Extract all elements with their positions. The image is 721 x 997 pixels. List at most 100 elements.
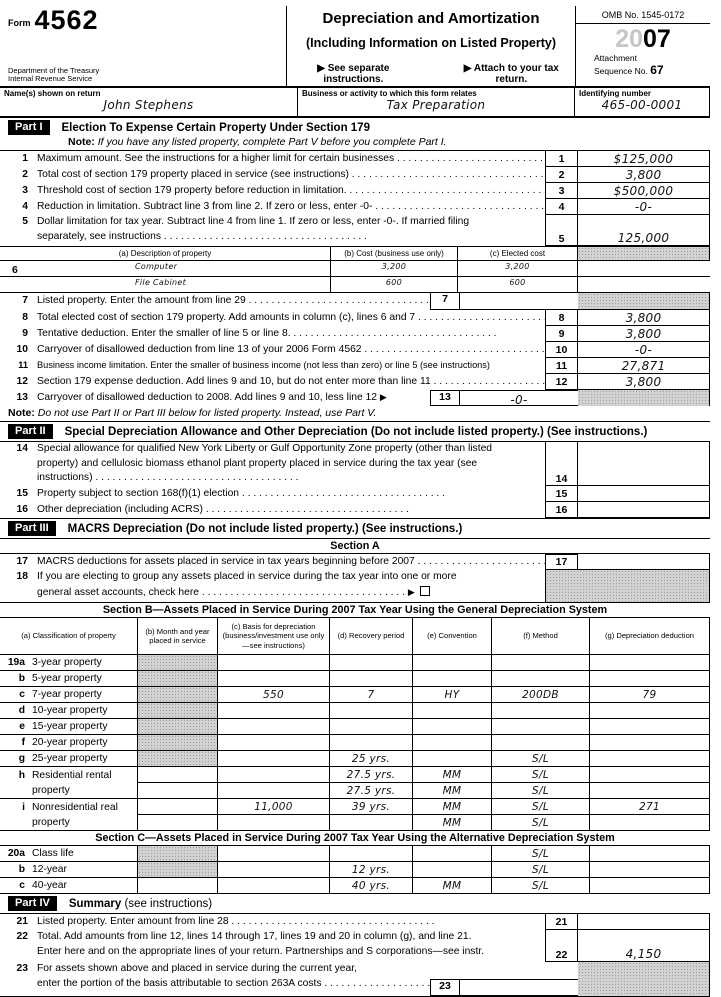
col-a-header: (a) Classification of property: [0, 618, 138, 654]
line-17-label: MACRS deductions for assets placed in se…: [37, 556, 545, 567]
form-id-block: Form 4562 Department of the Treasury Int…: [0, 6, 287, 86]
line-18-label-1: If you are electing to group any assets …: [37, 571, 457, 582]
property-cost[interactable]: 3,200: [330, 257, 457, 276]
form-word: Form: [8, 18, 31, 29]
tax-year: 2007: [615, 25, 671, 53]
part4-badge: Part IV: [8, 896, 57, 911]
line-2-value[interactable]: 3,800: [578, 167, 710, 183]
line-2-label: Total cost of section 179 property place…: [37, 169, 545, 180]
line-4-row: 4 Reduction in limitation. Subtract line …: [0, 199, 710, 215]
line-18-label-2: general asset accounts, check here ▶: [8, 585, 545, 601]
line-7-numbox: 7: [430, 293, 460, 310]
col-a-header: (a) Description of property: [118, 249, 212, 258]
shaded-area: [578, 247, 710, 260]
line-10-label: Carryover of disallowed deduction from l…: [37, 344, 545, 355]
identifying-number-label: Identifying number: [579, 89, 651, 98]
property-description[interactable]: Computer: [135, 262, 178, 271]
part3-heading: Part III MACRS Depreciation (Do not incl…: [0, 518, 710, 539]
omb-number: OMB No. 1545-0172: [576, 6, 710, 24]
line-14-label-1: Special allowance for qualified New York…: [37, 443, 493, 454]
line-14-value[interactable]: [578, 442, 710, 486]
table-row-19c: c 7-year property 550 7 HY 200DB 79: [0, 687, 710, 703]
form-title-block: Depreciation and Amortization (Including…: [287, 6, 575, 86]
line-14-row: 14 Special allowance for qualified New Yo…: [0, 442, 710, 486]
line-5-value[interactable]: 125,000: [578, 215, 710, 246]
shaded-cell: [138, 751, 218, 766]
property-cost[interactable]: 600: [330, 273, 457, 292]
business-field[interactable]: Tax Preparation: [386, 98, 486, 112]
line-17-numbox: 17: [545, 554, 578, 570]
line-22-value[interactable]: 4,150: [578, 930, 710, 962]
form-title: Depreciation and Amortization: [322, 10, 540, 27]
line-2-numbox: 2: [545, 167, 578, 183]
part2-title: Special Depreciation Allowance and Other…: [64, 425, 648, 438]
line-9-row: 9 Tentative deduction. Enter the smaller …: [0, 326, 710, 342]
form-number: 4562: [34, 5, 99, 35]
line-21-row: 21 Listed property. Enter amount from lin…: [0, 914, 710, 930]
business-label: Business or activity to which this form …: [302, 89, 477, 98]
line-16-label: Other depreciation (including ACRS): [37, 504, 409, 515]
line-15-numbox: 15: [545, 486, 578, 502]
shaded-cell: [138, 703, 218, 718]
line-15-label: Property subject to section 168(f)(1) el…: [37, 488, 445, 499]
arrow-icon: ▶: [407, 586, 415, 597]
line-16-value[interactable]: [578, 502, 710, 518]
part1-heading: Part I Election To Expense Certain Prope…: [0, 118, 710, 135]
line-4-value[interactable]: -0-: [578, 199, 710, 215]
line-13-row: 13 Carryover of disallowed deduction to 2…: [0, 390, 710, 407]
table-row-19g: g 25-year property 25 yrs. S/L: [0, 751, 710, 767]
line-11-numbox: 11: [545, 358, 578, 374]
line-12-numbox: 12: [545, 374, 578, 390]
identifying-number-field[interactable]: 465-00-0001: [601, 98, 683, 112]
line-13-value[interactable]: -0-: [460, 390, 578, 407]
shaded-cell: [138, 655, 218, 670]
property-description[interactable]: File Cabinet: [135, 278, 187, 287]
line-1-row: 1 Maximum amount. See the instructions fo…: [0, 151, 710, 167]
line-23-label-2: enter the portion of the basis attributa…: [8, 977, 430, 992]
table-row-19h-1: h Residential rental 27.5 yrs. MM S/L: [0, 767, 710, 783]
shaded-cell: [138, 735, 218, 750]
col-c-header: (c) Basis for depreciation (business/inv…: [218, 618, 330, 654]
line-23-value[interactable]: [460, 979, 578, 996]
line-21-value[interactable]: [578, 914, 710, 930]
name-field[interactable]: John Stephens: [103, 98, 194, 112]
line-12-value[interactable]: 3,800: [578, 374, 710, 390]
line-5-label-2: separately, see instructions: [8, 230, 545, 245]
table-row-19h-2: property 27.5 yrs. MM S/L: [0, 783, 710, 799]
line-15-value[interactable]: [578, 486, 710, 502]
form-header: Form 4562 Department of the Treasury Int…: [0, 6, 710, 88]
line-10-row: 10 Carryover of disallowed deduction from…: [0, 342, 710, 358]
line-4-label: Reduction in limitation. Subtract line 3…: [37, 201, 545, 212]
group-assets-checkbox[interactable]: [419, 585, 430, 596]
part3-badge: Part III: [8, 521, 56, 536]
line-1-value[interactable]: $125,000: [578, 151, 710, 167]
line-5-label-1: Dollar limitation for tax year. Subtract…: [37, 216, 470, 227]
line-14-label-3: instructions): [8, 471, 545, 486]
line-8-value[interactable]: 3,800: [578, 310, 710, 326]
line-17-value[interactable]: [578, 554, 710, 570]
line-21-numbox: 21: [545, 914, 578, 930]
section-b-heading: Section B—Assets Placed in Service Durin…: [0, 602, 710, 618]
property-elected-cost[interactable]: 600: [457, 273, 578, 292]
part1-footer-note: Note: Do not use Part II or Part III bel…: [8, 407, 377, 419]
line-11-value[interactable]: 27,871: [578, 358, 710, 374]
line-3-label: Threshold cost of section 179 property b…: [37, 185, 545, 196]
line-22-row: 22 Total. Add amounts from line 12, lines…: [0, 930, 710, 962]
line-3-value[interactable]: $500,000: [578, 183, 710, 199]
shaded-area: [578, 390, 710, 406]
part1-badge: Part I: [8, 120, 50, 135]
line-13-numbox: 13: [430, 390, 460, 406]
line-9-label: Tentative deduction. Enter the smaller o…: [37, 328, 497, 339]
line-7-value[interactable]: [460, 293, 578, 310]
line-9-value[interactable]: 3,800: [578, 326, 710, 342]
part2-badge: Part II: [8, 424, 53, 439]
line-6-table: (a) Description of property (b) Cost (bu…: [0, 246, 710, 293]
line-23-label-1: For assets shown above and placed in ser…: [37, 963, 357, 974]
line-18-row: 18 If you are electing to group any asset…: [0, 570, 710, 602]
part3-title: MACRS Depreciation (Do not include liste…: [67, 522, 463, 535]
line-11-label: Business income limitation. Enter the sm…: [37, 360, 490, 370]
line-10-value[interactable]: -0-: [578, 342, 710, 358]
property-elected-cost[interactable]: 3,200: [457, 257, 578, 276]
macrs-table: (a) Classification of property (b) Month…: [0, 618, 710, 894]
line-21-label: Listed property. Enter amount from line …: [37, 916, 435, 927]
